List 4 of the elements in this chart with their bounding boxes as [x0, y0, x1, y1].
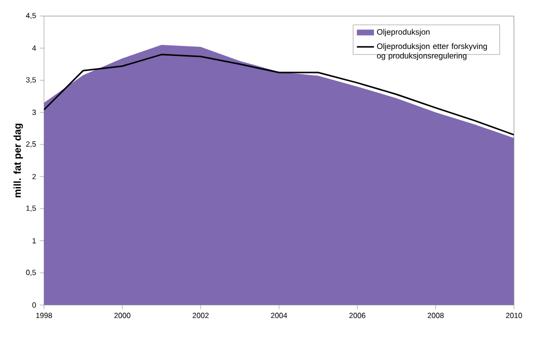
y-axis-title: mill. fat per dag — [14, 124, 23, 198]
legend-label: Oljeproduksjon etter forskyving og produksjonsregulering — [377, 43, 487, 60]
line-series — [44, 54, 514, 136]
legend-label: Oljeproduksjon — [377, 28, 430, 36]
